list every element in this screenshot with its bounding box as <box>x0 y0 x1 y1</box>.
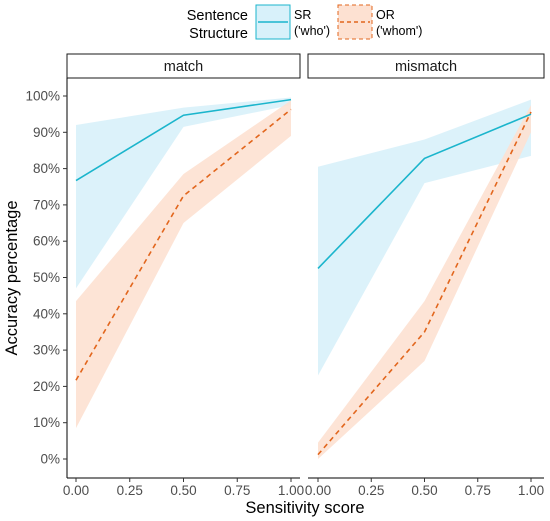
x-tick-label: 0.50 <box>170 483 196 498</box>
x-tick-label: 1.00 <box>278 483 304 498</box>
y-tick-label: 10% <box>33 415 60 430</box>
x-tick-label: 0.25 <box>117 483 143 498</box>
x-tick-label: 0.00 <box>63 483 89 498</box>
y-tick-label: 20% <box>33 379 60 394</box>
confidence-ribbon <box>76 97 291 289</box>
plot-area-mismatch <box>317 99 532 459</box>
confidence-ribbon <box>318 105 531 459</box>
series-line <box>317 111 532 456</box>
y-tick-label: 60% <box>33 234 60 249</box>
strip-label-mismatch: mismatch <box>395 59 457 75</box>
series-line <box>317 113 532 269</box>
x-axis-match: 0.00 0.25 0.50 0.75 1.00 <box>63 477 304 498</box>
y-tick-label: 50% <box>33 270 60 285</box>
y-tick-label: 70% <box>33 197 60 212</box>
legend-label-or-line-1: OR <box>376 8 395 22</box>
x-tick-label: 0.50 <box>411 483 437 498</box>
panel-match: match <box>66 53 301 429</box>
legend-title-line-1: Sentence <box>187 8 248 24</box>
y-tick-label: 80% <box>33 161 60 176</box>
y-axis: 0% 10% 20% 30% 40% 50% 60% 70% 80% 90% 100% <box>25 78 68 478</box>
confidence-ribbon <box>318 99 531 376</box>
y-tick-label: 30% <box>33 343 60 358</box>
panel-mismatch: mismatch <box>307 53 545 459</box>
legend-label-or-line-2: ('whom') <box>376 24 422 38</box>
legend: Sentence Structure SR ('who') OR ('whom'… <box>187 4 422 42</box>
x-tick-label: 0.75 <box>224 483 250 498</box>
confidence-ribbon <box>76 100 291 429</box>
x-tick-label: 0.75 <box>465 483 491 498</box>
y-tick-label: 90% <box>33 125 60 140</box>
strip-match <box>66 53 301 79</box>
y-axis-title: Accuracy percentage <box>3 200 21 355</box>
x-tick-label: 0.25 <box>358 483 384 498</box>
x-tick-label: 0.00 <box>305 483 331 498</box>
x-tick-label: 1.00 <box>518 483 544 498</box>
series-line <box>75 98 292 182</box>
y-tick-label: 100% <box>25 89 60 104</box>
y-tick-label: 40% <box>33 306 60 321</box>
x-axis-mismatch: 0.00 0.25 0.50 0.75 1.00 <box>305 477 544 498</box>
y-tick-label: 0% <box>40 452 60 467</box>
strip-mismatch <box>307 53 545 79</box>
x-axis-title: Sensitivity score <box>245 499 364 517</box>
legend-label-sr-line-1: SR <box>294 8 311 22</box>
legend-label-sr-line-2: ('who') <box>294 24 330 38</box>
strip-label-match: match <box>164 59 204 75</box>
plot-area-match <box>75 97 292 429</box>
legend-title-line-2: Structure <box>189 26 248 42</box>
